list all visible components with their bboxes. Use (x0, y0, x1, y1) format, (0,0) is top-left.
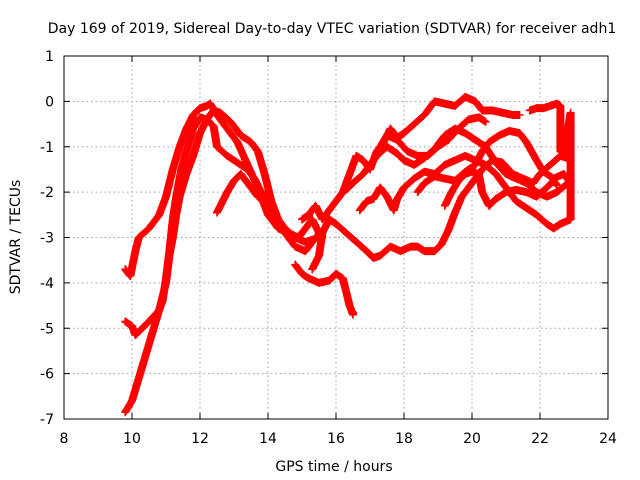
y-tick-label: -6 (40, 367, 54, 383)
marker-series-track-i (355, 151, 575, 233)
x-tick-label: 12 (191, 431, 209, 447)
x-tick-label: 24 (599, 431, 617, 447)
y-tick-label: -5 (40, 321, 54, 337)
y-tick-label: -7 (40, 412, 54, 428)
y-tick-label: 1 (45, 49, 54, 65)
marker-series-track-m (525, 99, 575, 224)
x-tick-label: 22 (531, 431, 549, 447)
x-tick-label: 10 (123, 431, 141, 447)
marker-series-track-c (121, 113, 327, 340)
marker-series-track-d (213, 169, 269, 217)
x-tick-label: 8 (60, 431, 69, 447)
y-tick-label: -3 (40, 231, 54, 247)
marker-series-track-l (440, 167, 561, 210)
y-tick-label: -1 (40, 140, 54, 156)
marker-series-track-f (291, 260, 357, 319)
x-tick-label: 14 (259, 431, 277, 447)
x-axis-title: GPS time / hours (275, 459, 392, 475)
marker-series-track-b (121, 106, 317, 417)
y-tick-label: -4 (40, 276, 54, 292)
x-tick-label: 20 (463, 431, 481, 447)
y-tick-label: -2 (40, 185, 54, 201)
x-tick-label: 18 (395, 431, 413, 447)
x-tick-label: 16 (327, 431, 345, 447)
chart-title: Day 169 of 2019, Sidereal Day-to-day VTE… (48, 21, 616, 37)
marker-series-track-a (121, 99, 327, 281)
data-markers (121, 92, 575, 417)
marker-series-track-g (308, 151, 572, 274)
y-tick-label: 0 (45, 94, 54, 110)
y-axis-title: SDTVAR / TECUs (8, 180, 24, 295)
marker-series-track-j (376, 113, 490, 160)
